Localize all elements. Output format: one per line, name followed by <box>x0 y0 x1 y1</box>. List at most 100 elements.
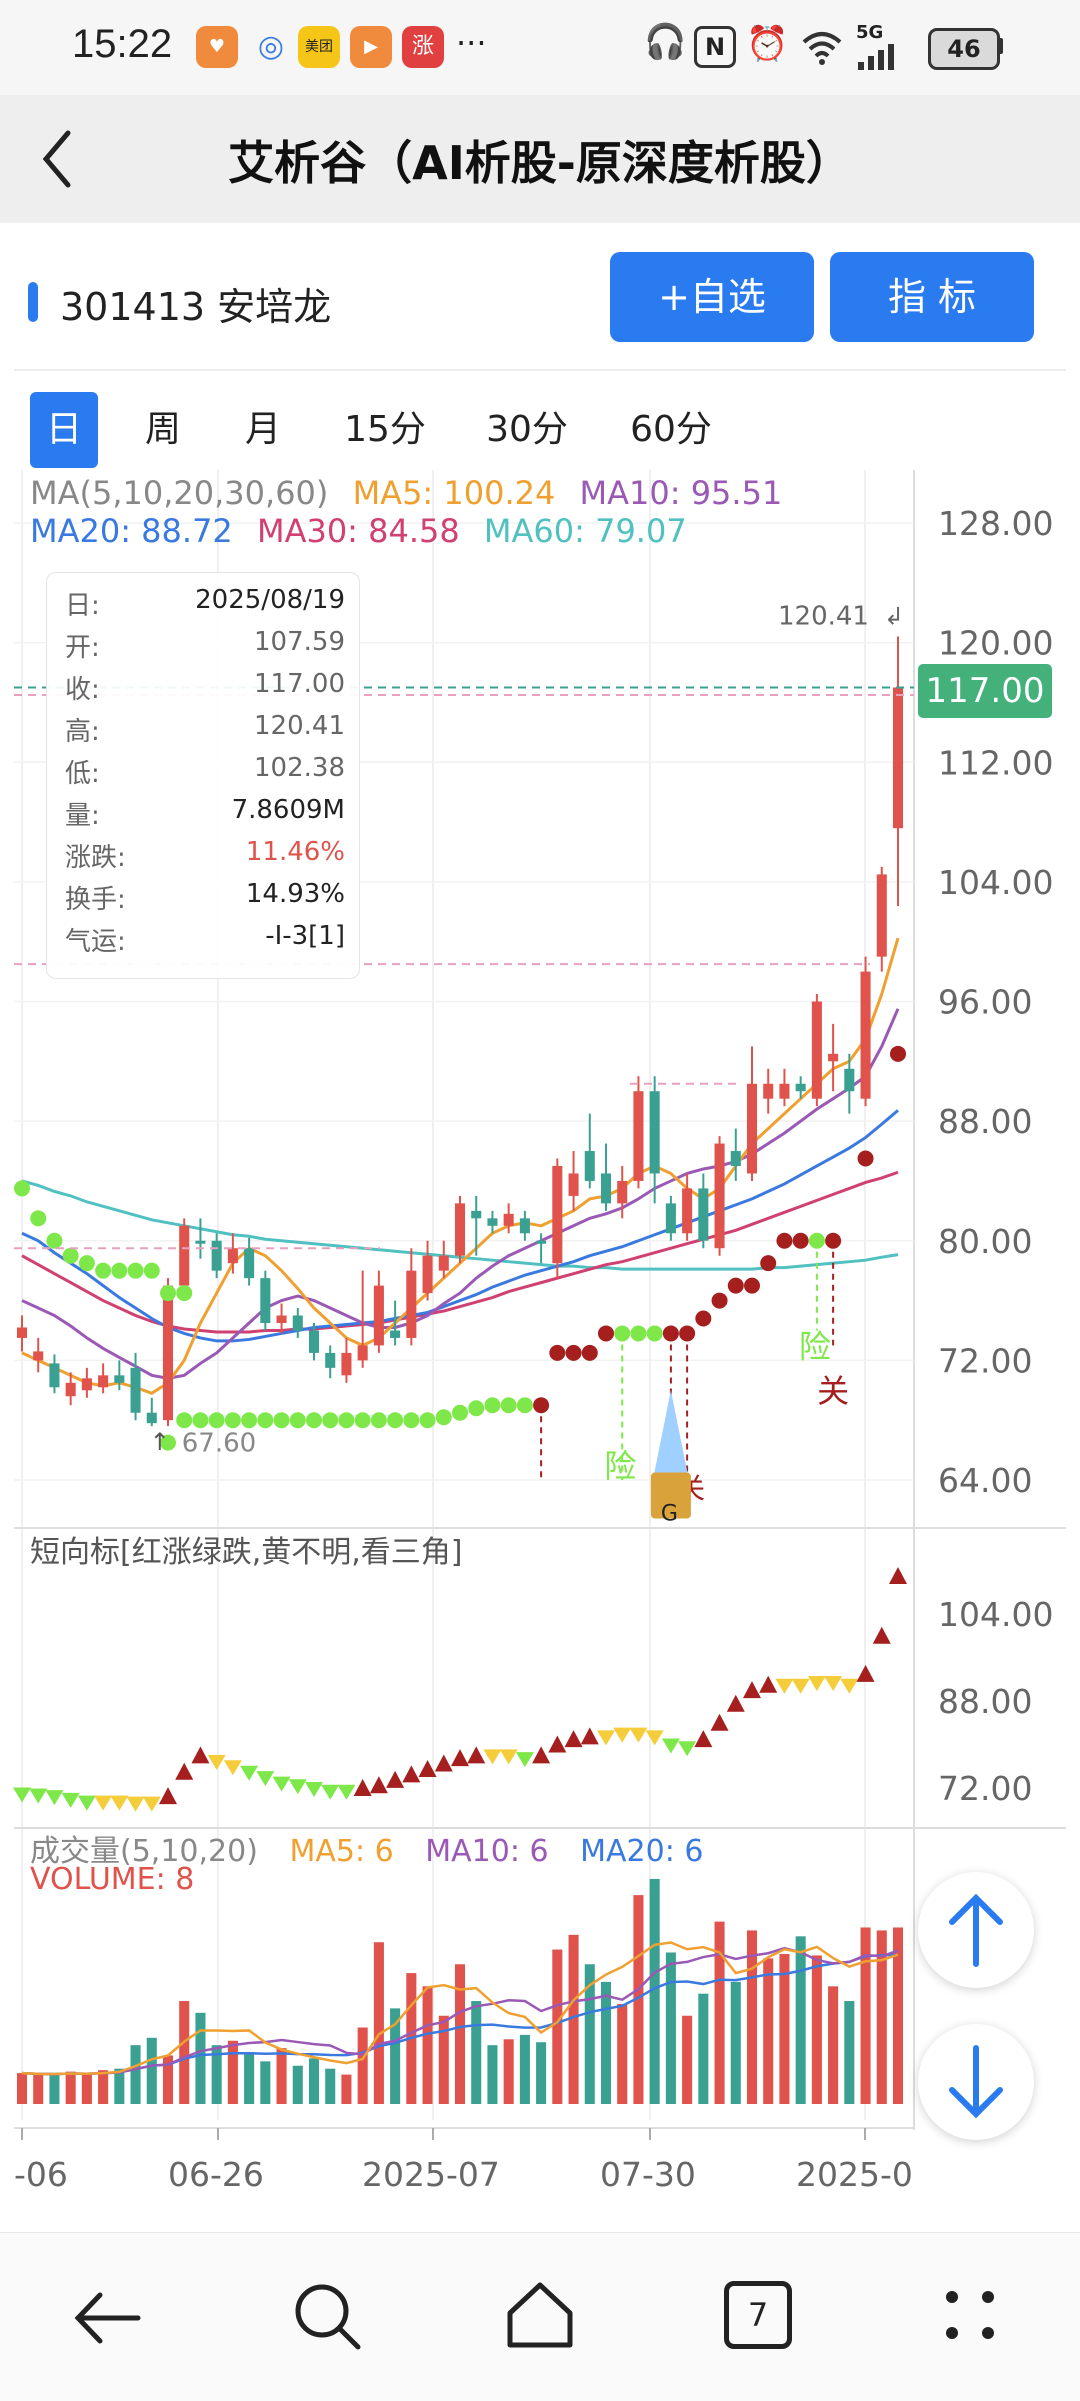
indicator-triangle <box>142 1796 161 1812</box>
add-watchlist-button[interactable]: +自选 <box>610 252 814 342</box>
volume-bar <box>844 2001 855 2104</box>
high-marker-label: 120.41 <box>778 602 869 632</box>
volume-bar <box>357 2027 368 2104</box>
signal-dot <box>452 1404 468 1421</box>
volume-bar <box>65 2071 76 2104</box>
candle-body <box>649 1091 660 1174</box>
volume-ma10-line <box>21 1946 899 2076</box>
volume-bar <box>438 2015 449 2104</box>
signal-dot <box>208 1412 225 1429</box>
tab-15min[interactable]: 15分 <box>344 409 426 450</box>
indicator-triangle <box>791 1678 810 1694</box>
stock-app-icon: 涨 <box>402 26 444 68</box>
indicator-triangle <box>775 1678 794 1694</box>
volume-bar <box>746 1930 758 2104</box>
signal-dot <box>857 1150 874 1167</box>
volume-bar <box>308 2058 320 2104</box>
tooltip-turnover: 换手: 14.93% <box>65 879 345 915</box>
current-price-tag: 117.00 <box>918 664 1052 718</box>
candle-body <box>471 1210 482 1219</box>
signal-dot <box>695 1310 712 1327</box>
back-nav-icon[interactable] <box>68 2283 148 2353</box>
price-tick-label: 128.00 <box>938 504 1053 543</box>
indicator-triangle <box>564 1730 583 1748</box>
signal-dot <box>565 1344 582 1361</box>
indicator-triangle <box>110 1795 129 1811</box>
status-bar: 15:22 ♥ ◎ 美团 ▶ 涨 ··· 🎧 N ⏰ 5G 46 <box>0 0 1080 95</box>
volume-label: VOLUME: 8 <box>30 1862 195 1897</box>
tab-60min[interactable]: 60分 <box>630 409 712 450</box>
tab-30min[interactable]: 30分 <box>486 409 568 450</box>
signal-dots <box>14 1045 906 1451</box>
ma5-line <box>21 937 900 1395</box>
candle-body <box>16 1327 28 1338</box>
volume-bar <box>390 2008 401 2104</box>
candle-body <box>146 1412 157 1424</box>
signal-dot <box>419 1412 436 1429</box>
signal-dot <box>306 1412 322 1429</box>
signal-dot <box>500 1397 517 1414</box>
price-tick-label: 64.00 <box>938 1461 1032 1500</box>
volume-bar <box>81 2074 92 2104</box>
indicator-button[interactable]: 指 标 <box>830 252 1034 342</box>
candle-body <box>98 1375 109 1388</box>
volume-bar <box>795 1936 806 2104</box>
g-marker-label: G <box>661 1501 678 1526</box>
candle-body <box>390 1330 401 1338</box>
candle-body <box>600 1173 612 1204</box>
candle-body <box>779 1083 790 1099</box>
scroll-up-button[interactable] <box>918 1872 1034 1988</box>
price-axis: 128.00 120.00 112.00 104.00 96.00 88.00 80.00 7… <box>938 504 1053 1500</box>
volume-bar <box>665 1952 676 2104</box>
indicator-triangle <box>889 1566 907 1584</box>
tab-day[interactable]: 日 <box>30 392 98 468</box>
candle-body <box>292 1315 303 1331</box>
status-time: 15:22 <box>72 22 173 66</box>
scroll-down-button[interactable] <box>918 2024 1034 2140</box>
indicator-triangle <box>726 1694 745 1712</box>
home-icon[interactable] <box>500 2277 580 2353</box>
low-marker-arrow: ↑ <box>150 1428 170 1456</box>
volume-bar <box>49 2074 60 2104</box>
battery-icon: 46 <box>928 28 1000 70</box>
price-tick-label: 72.00 <box>938 1341 1032 1380</box>
tooltip-close: 收: 117.00 <box>65 669 345 705</box>
indicator-triangle <box>29 1788 48 1804</box>
tooltip-change: 涨跌: 11.46% <box>65 837 345 873</box>
tabs-count-icon[interactable]: 7 <box>724 2281 792 2349</box>
volume-ma-lines <box>21 1941 899 2076</box>
search-icon[interactable] <box>288 2279 368 2355</box>
alarm-icon: ⏰ <box>746 24 789 64</box>
meituan-icon: 美团 <box>298 26 340 68</box>
tab-month[interactable]: 月 <box>244 409 281 450</box>
candle-body <box>633 1091 644 1181</box>
indicator-triangle <box>288 1779 307 1795</box>
candle-body <box>260 1278 271 1323</box>
volume-bar <box>519 2034 530 2104</box>
candle-body <box>892 687 904 829</box>
indicator-triangle <box>467 1746 486 1764</box>
signal-dot <box>630 1325 647 1342</box>
x-tick-label: 2025-07 <box>362 2155 500 2194</box>
volume-bar <box>860 1927 871 2104</box>
signal-dot <box>744 1277 760 1294</box>
ma20-value: MA20: 88.72 <box>30 512 233 550</box>
back-arrow-icon[interactable] <box>38 127 78 191</box>
tooltip-open: 开: 107.59 <box>65 627 345 663</box>
x-axis: -06 06-26 2025-07 07-30 2025-0 <box>14 2128 913 2194</box>
candle-body <box>763 1083 774 1099</box>
signal-dot <box>160 1434 176 1451</box>
signal-dot <box>322 1412 339 1429</box>
volume-bar <box>146 2037 157 2104</box>
menu-dots-icon[interactable] <box>938 2283 1008 2353</box>
tab-week[interactable]: 周 <box>144 409 181 450</box>
volume-bar <box>698 1993 709 2104</box>
candle-body <box>227 1248 238 1264</box>
signal-dot <box>484 1397 501 1414</box>
short-indicator-title: 短向标[红涨绿跌,黄不明,看三角] <box>30 1535 463 1570</box>
candle-body <box>519 1218 530 1234</box>
volume-bar <box>828 1986 839 2104</box>
volume-bar <box>292 2065 303 2104</box>
signal-dot <box>95 1262 112 1279</box>
